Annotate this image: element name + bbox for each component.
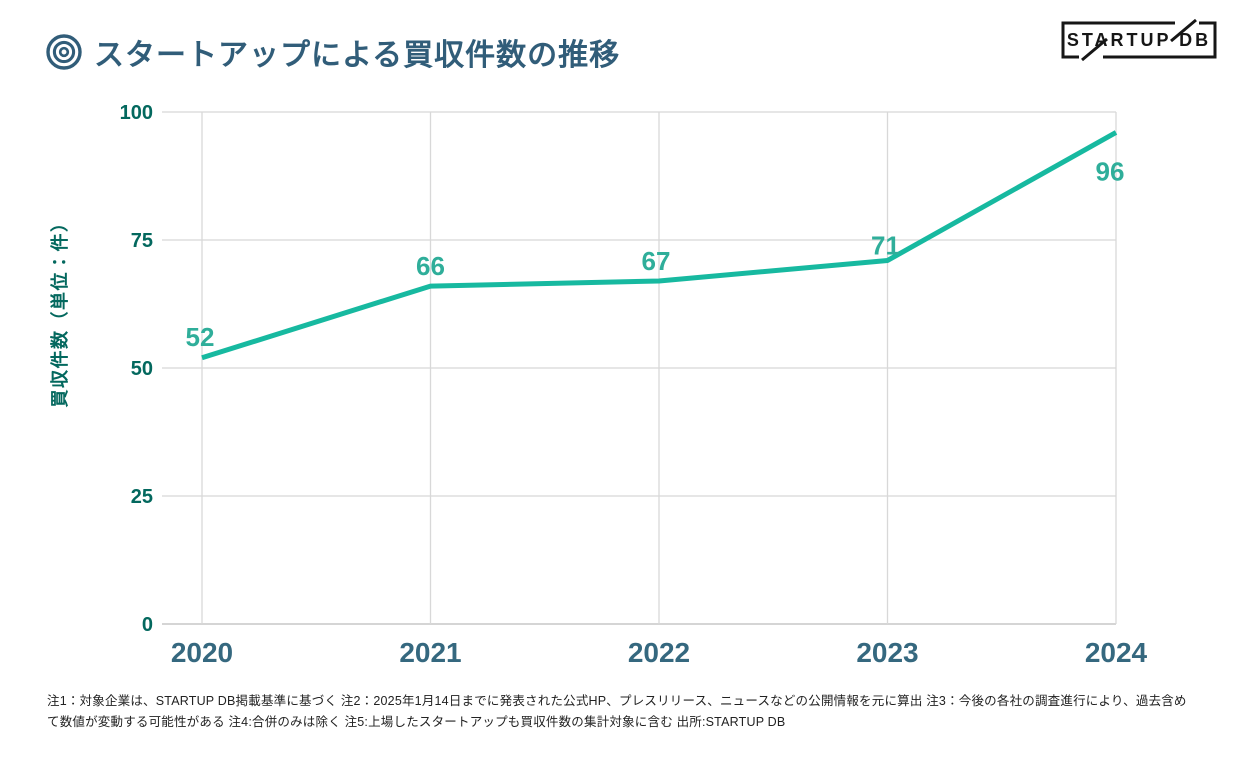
data-point-label: 71	[871, 230, 900, 260]
data-point-label: 96	[1096, 156, 1125, 186]
x-tick-label: 2020	[171, 637, 233, 668]
data-point-label: 52	[186, 322, 215, 352]
x-tick-label: 2021	[399, 637, 461, 668]
trend-line	[201, 130, 1118, 361]
logo-text: STARTUP DB	[1066, 29, 1212, 50]
header: スタートアップによる買収件数の推移	[44, 30, 620, 74]
data-point-label: 66	[416, 251, 445, 281]
x-tick-label: 2024	[1085, 637, 1148, 668]
footnotes: 注1：対象企業は、STARTUP DB掲載基準に基づく 注2：2025年1月14…	[47, 694, 1187, 730]
y-tick-label: 75	[131, 230, 153, 252]
bullseye-icon	[46, 34, 82, 70]
y-axis-title: 買収件数（単位：件）	[49, 213, 70, 408]
y-tick-label: 0	[142, 614, 153, 636]
data-point-label: 67	[642, 246, 671, 276]
y-tick-label: 100	[120, 102, 153, 124]
acquisition-trend-line-chart: 0 25 50 75 100 2020 2021 2022 2023 2024 52 66 67 71 96…	[49, 102, 1148, 668]
y-tick-label: 25	[131, 486, 153, 508]
logo-frame-icon	[1061, 18, 1217, 62]
page-title: スタートアップによる買収件数の推移	[94, 39, 621, 72]
x-tick-label: 2023	[856, 637, 918, 668]
startupdb-logo: STARTUP DB	[1060, 18, 1218, 62]
x-tick-label: 2022	[628, 637, 690, 668]
y-tick-label: 50	[131, 358, 153, 380]
